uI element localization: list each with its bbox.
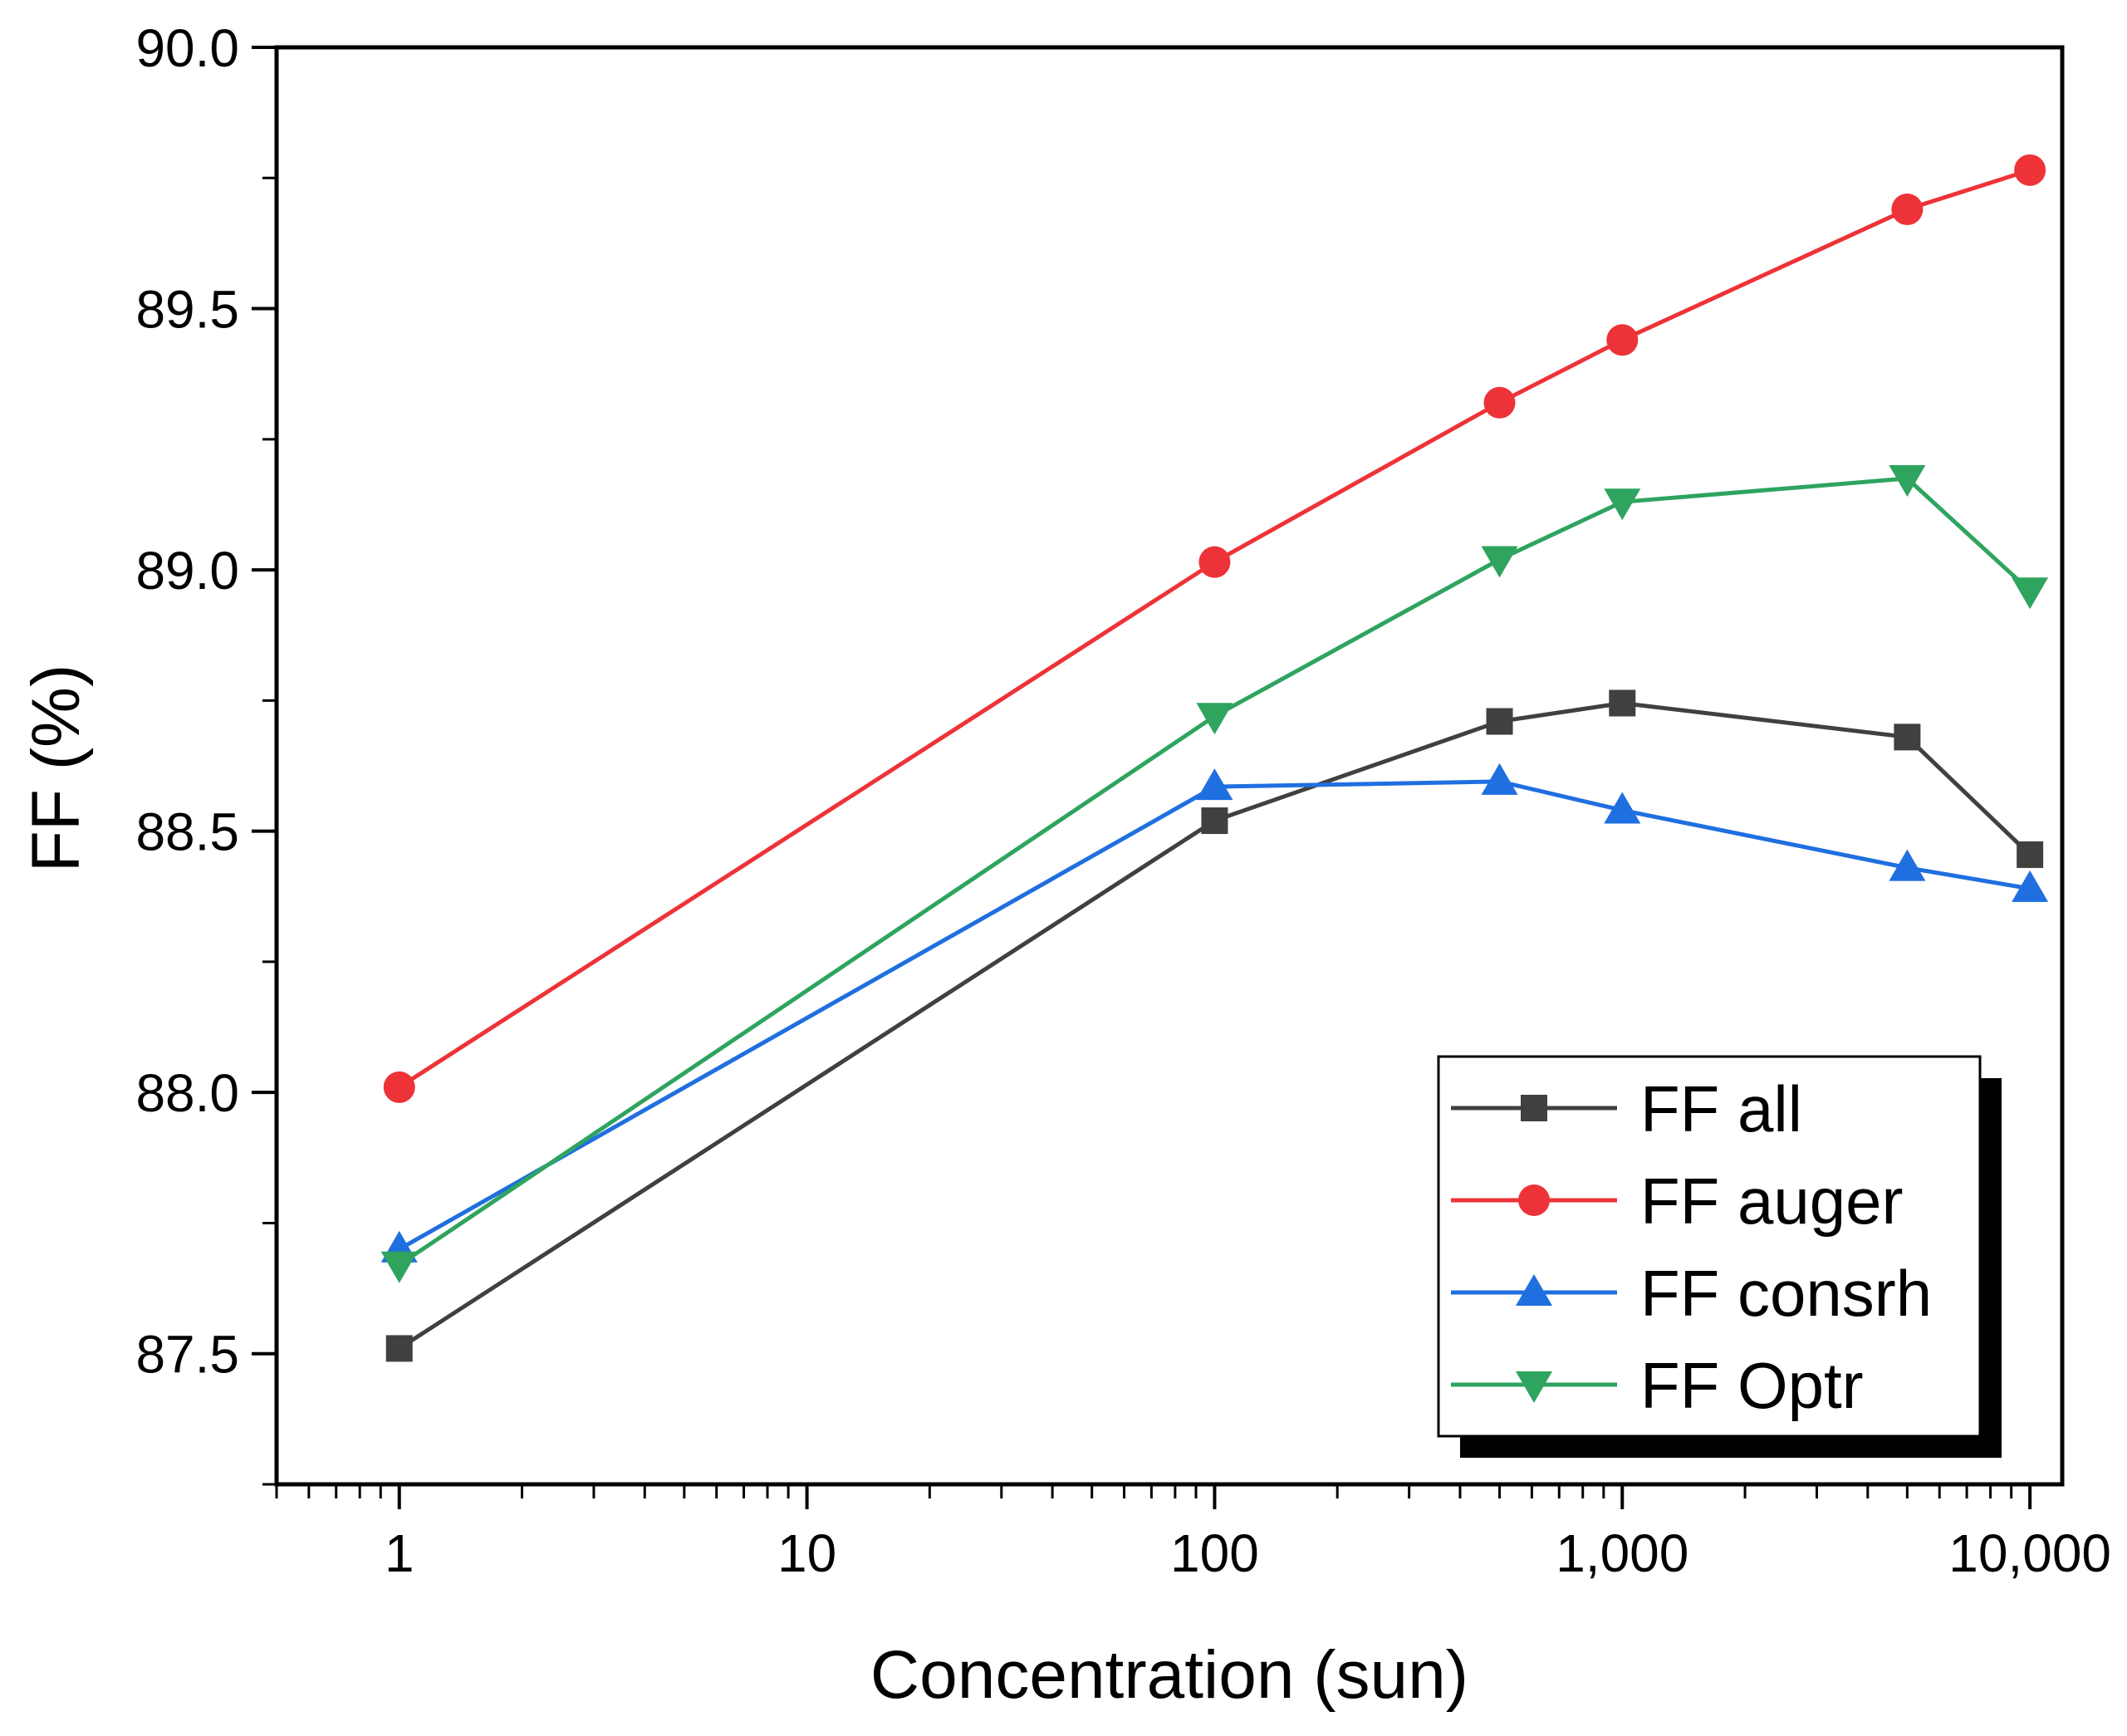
y-tick-label: 88.5 (135, 802, 239, 862)
data-point-ff-auger (383, 1071, 415, 1103)
legend-marker-ff-optr (1516, 1371, 1552, 1403)
data-point-ff-all (1486, 708, 1513, 735)
x-tick-label: 10,000 (1948, 1523, 2111, 1583)
y-axis-title: FF (%) (18, 664, 94, 872)
data-point-ff-consrh (1889, 849, 1926, 881)
data-point-ff-optr (2012, 577, 2049, 610)
data-point-ff-optr (380, 1251, 418, 1283)
x-tick-label: 1,000 (1556, 1523, 1688, 1583)
data-point-ff-auger (1606, 324, 1639, 356)
legend: FF all FF auger FF consrh FF Optr (1437, 1055, 2002, 1458)
series-line-ff-auger (398, 168, 2031, 1089)
x-tick-label: 100 (1170, 1523, 1259, 1583)
data-markers (380, 154, 2049, 1362)
legend-label-ff-consrh: FF consrh (1640, 1257, 1932, 1330)
series-line-ff-all (398, 700, 2031, 1351)
legend-marker-ff-auger (1518, 1184, 1550, 1216)
data-point-ff-all (1894, 723, 1921, 751)
data-point-ff-all (2017, 841, 2044, 868)
legend-label-ff-optr: FF Optr (1640, 1349, 1864, 1422)
plot-frame (274, 45, 2065, 1487)
x-axis: 1 10 100 1,000 10,000 (275, 1484, 2111, 1583)
legend-label-ff-all: FF all (1640, 1072, 1802, 1145)
data-point-ff-auger (1198, 546, 1231, 578)
y-axis: 87.5 88.0 88.5 89.0 89.5 90.0 (135, 18, 277, 1486)
connector-lines (398, 168, 2031, 1351)
legend-marker-ff-consrh (1516, 1274, 1552, 1306)
x-axis-title: Concentration (sun) (870, 1637, 1468, 1713)
data-point-ff-all (1609, 689, 1636, 717)
y-tick-label: 88.0 (135, 1063, 239, 1123)
data-point-ff-consrh (2012, 870, 2049, 902)
series-line-ff-optr (398, 476, 2031, 1267)
x-tick-label: 1 (385, 1523, 414, 1583)
legend-label-ff-auger: FF auger (1640, 1165, 1903, 1238)
data-point-ff-optr (1889, 465, 1926, 497)
data-point-ff-auger (2014, 154, 2046, 186)
legend-marker-ff-all (1521, 1095, 1547, 1121)
data-point-ff-all (385, 1335, 413, 1362)
y-tick-label: 87.5 (135, 1325, 239, 1385)
y-tick-label: 90.0 (135, 18, 239, 78)
y-tick-label: 89.0 (135, 541, 239, 601)
data-point-ff-auger (1483, 386, 1516, 419)
y-tick-label: 89.5 (135, 280, 239, 340)
x-tick-label: 10 (777, 1523, 836, 1583)
data-point-ff-optr (1196, 703, 1233, 735)
data-point-ff-auger (1891, 194, 1924, 226)
data-point-ff-consrh (1196, 768, 1233, 801)
data-point-ff-optr (1481, 546, 1518, 578)
data-point-ff-consrh (1481, 763, 1518, 795)
data-point-ff-all (1201, 807, 1228, 835)
data-point-ff-optr (1604, 488, 1641, 521)
series-line-ff-consrh (398, 779, 2031, 1252)
data-point-ff-consrh (1604, 792, 1641, 824)
